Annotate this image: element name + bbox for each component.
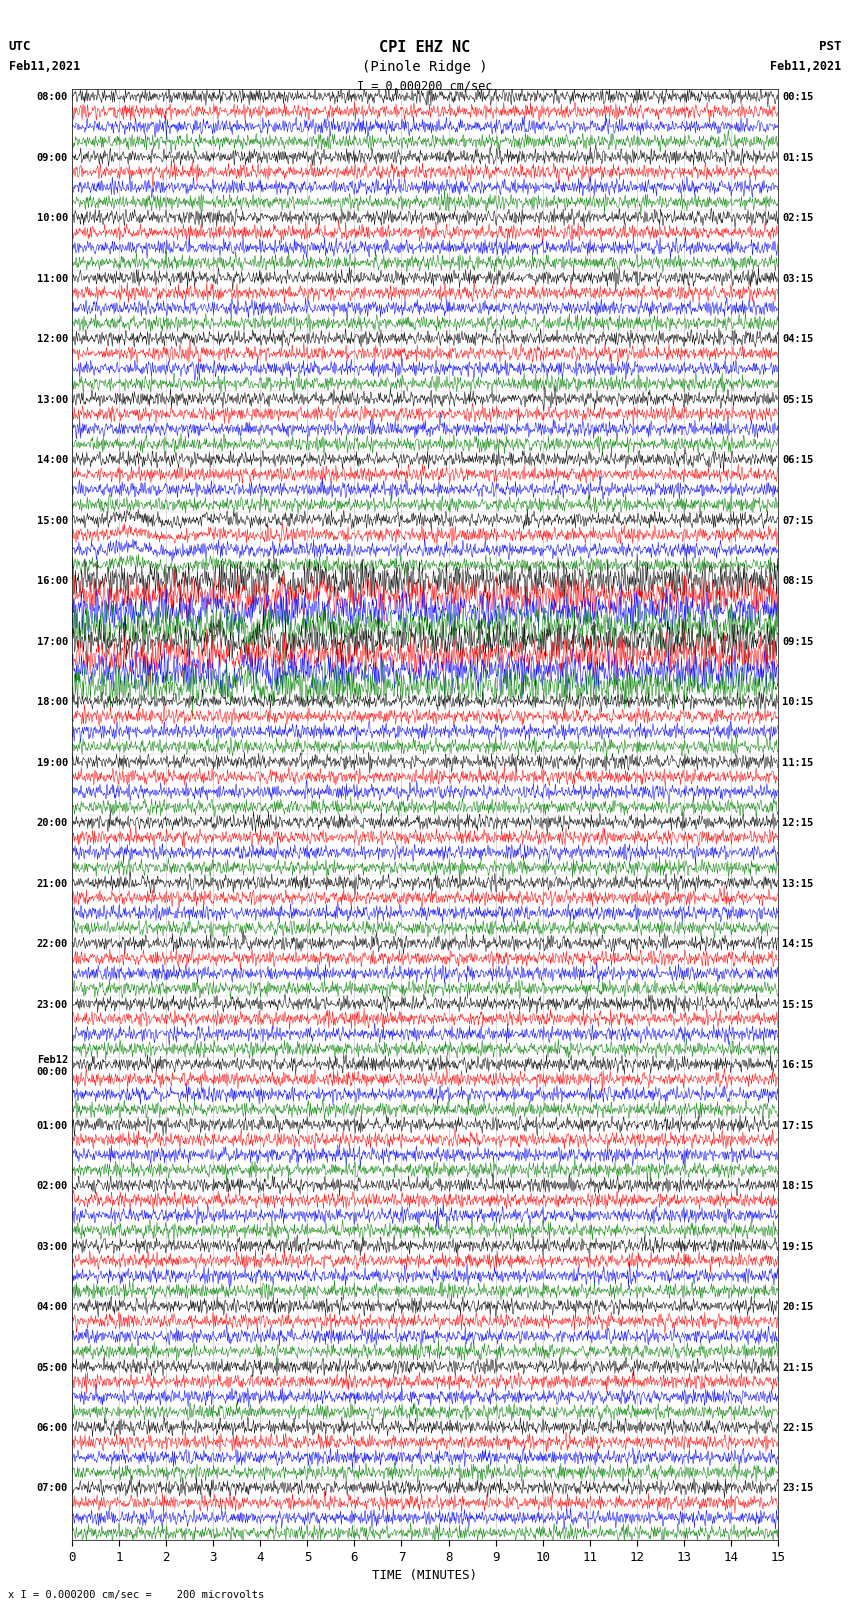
Text: CPI EHZ NC: CPI EHZ NC <box>379 40 471 55</box>
Text: (Pinole Ridge ): (Pinole Ridge ) <box>362 60 488 74</box>
Text: Feb11,2021: Feb11,2021 <box>8 60 80 73</box>
Text: Feb11,2021: Feb11,2021 <box>770 60 842 73</box>
Text: UTC: UTC <box>8 40 31 53</box>
Text: PST: PST <box>819 40 842 53</box>
Text: I = 0.000200 cm/sec: I = 0.000200 cm/sec <box>357 79 493 92</box>
X-axis label: TIME (MINUTES): TIME (MINUTES) <box>372 1569 478 1582</box>
Text: x I = 0.000200 cm/sec =    200 microvolts: x I = 0.000200 cm/sec = 200 microvolts <box>8 1590 264 1600</box>
